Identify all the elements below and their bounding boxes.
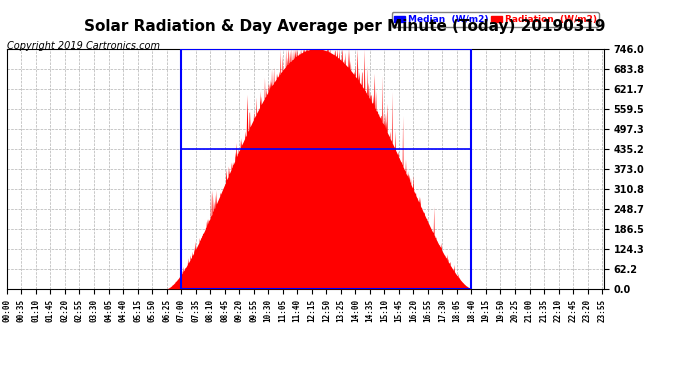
Text: Copyright 2019 Cartronics.com: Copyright 2019 Cartronics.com <box>7 41 160 51</box>
Legend: Median  (W/m2), Radiation  (W/m2): Median (W/m2), Radiation (W/m2) <box>391 12 599 27</box>
Bar <box>181 49 471 289</box>
Text: Solar Radiation & Day Average per Minute (Today) 20190319: Solar Radiation & Day Average per Minute… <box>84 19 606 34</box>
